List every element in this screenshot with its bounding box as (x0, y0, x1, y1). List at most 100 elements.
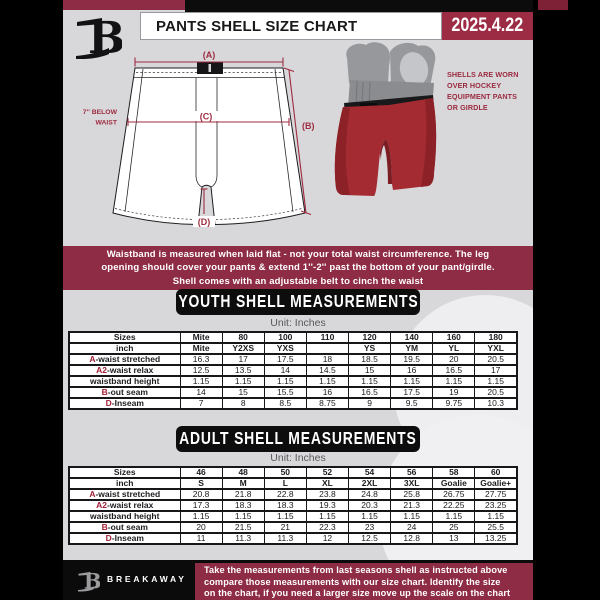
adult-size-table: Sizes 46 48 50 52 54 56 58 60 inch S M L XL 2XL 3XL Goal… (68, 466, 518, 545)
value-cell: 10.3 (474, 397, 518, 410)
value-cell: 9.5 (390, 397, 434, 410)
footer-bar: B BREAKAWAY Take the measurements from l… (63, 560, 533, 600)
shell-note: SHELLS ARE WORN OVER HOCKEY EQUIPMENT PA… (447, 70, 519, 112)
value-cell: 140 (390, 331, 434, 344)
row-prefix: A2 (96, 365, 108, 376)
value-cell: 16 (390, 364, 434, 377)
row-label-cell: inch (68, 342, 181, 355)
value-cell: 21 (263, 521, 307, 534)
value-cell: 24 (390, 521, 434, 534)
value-cell: 12 (305, 532, 350, 545)
adult-unit-label: Unit: Inches (270, 452, 326, 464)
value-cell: 52 (305, 466, 350, 479)
table-row: inch S M L XL 2XL 3XL Goalie Goalie+ (68, 477, 518, 490)
row-label-cell: waistband height (68, 510, 181, 523)
value-cell: 160 (432, 331, 476, 344)
value-cell: 15.5 (263, 386, 307, 399)
pants-measurement-diagram: (A) (C) (D) (B) 7'' BELOW WAIST (83, 50, 315, 227)
table-row: D-Inseam 7 8 8.5 8.75 9 9.5 9.75 10.3 (68, 397, 518, 410)
value-cell: YM (390, 342, 434, 355)
value-cell: 58 (432, 466, 476, 479)
table-row: Sizes Mite 80 100 110 120 140 160 180 (68, 331, 518, 344)
row-label: -waist relax (107, 500, 154, 511)
value-cell: 100 (263, 331, 307, 344)
header-maroon-strip (63, 0, 185, 10)
table-row: A2-waist relax 12.5 13.5 14 14.5 15 16 16.5 17 (68, 364, 518, 377)
dim-label-b: (B) (302, 121, 315, 131)
row-label: -Inseam (111, 398, 144, 409)
value-cell: 19 (432, 386, 476, 399)
value-cell: 25.5 (474, 521, 518, 534)
youth-size-table: Sizes Mite 80 100 110 120 140 160 180 inch Mite Y2X… (68, 331, 518, 410)
value-cell: 80 (221, 331, 265, 344)
row-label-cell: B-out seam (68, 386, 181, 399)
row-label: -waist stretched (95, 489, 161, 500)
value-cell: 1.15 (221, 375, 265, 388)
page-title: PANTS SHELL SIZE CHART (156, 17, 358, 35)
footer-instructions: Take the measurements from last seasons … (195, 563, 533, 600)
value-cell: 12.5 (347, 532, 392, 545)
value-cell: 11.3 (263, 532, 307, 545)
value-cell: 16.5 (432, 364, 476, 377)
value-cell: 20.5 (474, 353, 518, 366)
dim-label-d: (D) (198, 217, 211, 227)
value-cell: 56 (390, 466, 434, 479)
row-label-cell: D-Inseam (68, 397, 181, 410)
row-prefix: A (89, 489, 96, 500)
breakaway-b-logo-icon: B (78, 567, 102, 597)
value-cell: 1.15 (347, 510, 392, 523)
value-cell: 50 (263, 466, 307, 479)
value-cell: 7 (179, 397, 223, 410)
value-cell: 23.8 (305, 488, 350, 501)
value-cell: XL (305, 477, 350, 490)
value-cell: 24.8 (347, 488, 392, 501)
value-cell: 1.15 (305, 375, 350, 388)
value-cell: 9 (347, 397, 392, 410)
value-cell: 16.5 (347, 386, 392, 399)
value-cell: 1.15 (347, 375, 392, 388)
title-box: PANTS SHELL SIZE CHART (140, 12, 442, 40)
value-cell: 26.75 (432, 488, 476, 501)
table-row: A-waist stretched 16.3 17 17.5 18 18.5 19.5 20 2… (68, 353, 518, 366)
value-cell: 15 (221, 386, 265, 399)
value-cell: 46 (179, 466, 223, 479)
value-cell: 11 (179, 532, 223, 545)
value-cell: 13.5 (221, 364, 265, 377)
row-label-cell: A2-waist relax (68, 499, 181, 512)
value-cell: 16 (305, 386, 350, 399)
row-label: -Inseam (111, 533, 144, 544)
svg-text:B: B (88, 13, 122, 59)
date-badge: 2025.4.22 (442, 12, 533, 40)
value-cell: 120 (347, 331, 392, 344)
value-cell: 21.8 (221, 488, 265, 501)
value-cell: 19.3 (305, 499, 350, 512)
margin-maroon-strip (538, 0, 568, 10)
value-cell: Y2XS (221, 342, 265, 355)
value-cell: 1.15 (474, 375, 518, 388)
value-cell: 1.15 (179, 510, 223, 523)
value-cell (305, 342, 350, 355)
value-cell: L (263, 477, 307, 490)
value-cell: 22.25 (432, 499, 476, 512)
dim-label-c: (C) (200, 112, 213, 122)
row-prefix: A2 (96, 500, 108, 511)
row-label-cell: A2-waist relax (68, 364, 181, 377)
value-cell: 21.3 (390, 499, 434, 512)
row-label-cell: waistband height (68, 375, 181, 388)
date-text: 2025.4.22 (451, 15, 524, 36)
row-label-cell: Sizes (68, 331, 181, 344)
value-cell: 18.3 (221, 499, 265, 512)
value-cell: 1.15 (263, 510, 307, 523)
table-row: B-out seam 20 21.5 21 22.3 23 24 25 25.5 (68, 521, 518, 534)
value-cell: 20 (179, 521, 223, 534)
value-cell: YL (432, 342, 476, 355)
value-cell: M (221, 477, 265, 490)
value-cell: 25.8 (390, 488, 434, 501)
row-prefix: B (101, 387, 108, 398)
value-cell: 1.15 (390, 375, 434, 388)
shell-product-image (334, 42, 437, 196)
value-cell: 1.15 (179, 375, 223, 388)
value-cell: 21.5 (221, 521, 265, 534)
value-cell: 17.5 (263, 353, 307, 366)
row-label-cell: D-Inseam (68, 532, 181, 545)
